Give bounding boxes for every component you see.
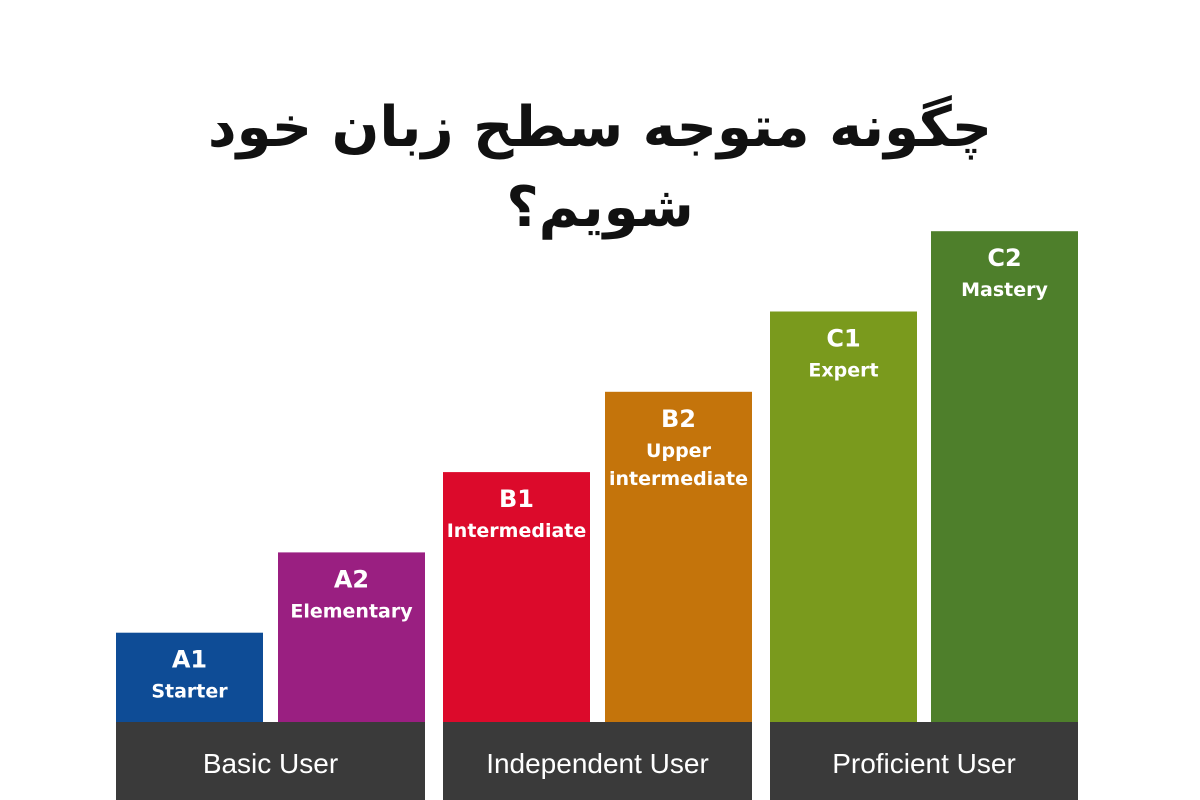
group-label: Independent User xyxy=(486,748,709,779)
bar-level-name: Mastery xyxy=(961,279,1048,301)
bar-b1 xyxy=(443,472,590,722)
bar-level-name: Elementary xyxy=(290,600,413,622)
bar-level-name: Upper xyxy=(646,440,712,462)
bar-level-name: Starter xyxy=(151,681,228,703)
bar-code-label: C1 xyxy=(826,325,860,353)
bar-code-label: A2 xyxy=(334,565,369,593)
bar-level-name: Intermediate xyxy=(447,520,587,542)
bar-code-label: B2 xyxy=(661,405,696,433)
bar-code-label: B1 xyxy=(499,485,534,513)
group-label: Proficient User xyxy=(832,748,1016,779)
bar-b2 xyxy=(605,391,752,722)
bar-a1 xyxy=(116,632,263,722)
bar-level-name: intermediate xyxy=(609,468,748,490)
bar-level-name: Expert xyxy=(808,360,878,382)
group-band-2 xyxy=(770,722,1078,800)
bar-c2 xyxy=(931,231,1078,722)
page-title: چگونه متوجه سطح زبان خود شویم؟ xyxy=(207,95,993,240)
bar-code-label: C2 xyxy=(987,244,1021,272)
group-band-0 xyxy=(116,722,425,800)
bar-c1 xyxy=(770,311,917,722)
group-label: Basic User xyxy=(203,748,338,779)
bar-code-label: A1 xyxy=(172,646,207,674)
bar-a2 xyxy=(278,552,425,722)
group-band-1 xyxy=(443,722,752,800)
